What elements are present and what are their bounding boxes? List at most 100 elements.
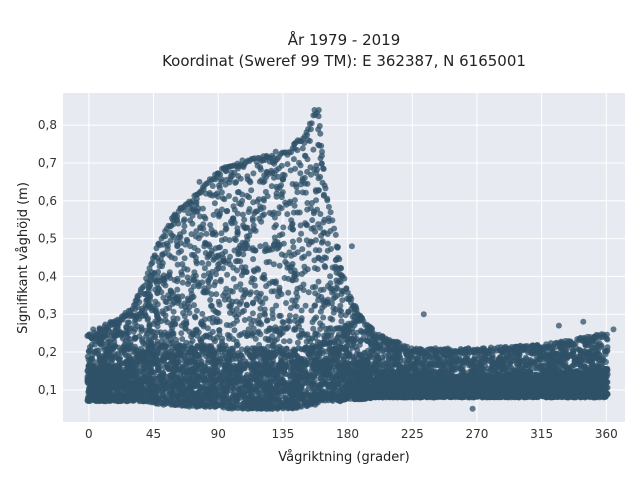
data-point <box>201 265 208 272</box>
data-point <box>154 319 161 326</box>
data-point <box>300 281 307 288</box>
data-point <box>272 324 279 331</box>
data-point <box>270 242 277 249</box>
data-point <box>130 328 137 335</box>
data-point <box>280 176 287 182</box>
data-point <box>304 180 311 187</box>
data-point <box>516 359 523 366</box>
data-point <box>263 317 270 324</box>
data-point <box>209 230 216 237</box>
data-point <box>213 318 220 325</box>
data-point <box>550 349 557 356</box>
data-point <box>205 278 212 285</box>
data-point <box>510 353 517 360</box>
data-point <box>167 340 174 347</box>
data-point <box>218 237 225 244</box>
data-point <box>225 257 232 264</box>
data-point <box>261 211 268 218</box>
data-point <box>159 260 166 267</box>
data-point <box>265 337 272 344</box>
data-point <box>323 299 329 306</box>
data-point <box>228 169 235 176</box>
data-point <box>418 361 425 368</box>
data-point <box>178 330 185 337</box>
data-point <box>262 295 269 302</box>
data-point <box>303 338 310 345</box>
data-point <box>313 162 320 169</box>
data-point <box>291 272 298 279</box>
data-point <box>318 232 325 239</box>
data-point <box>285 289 292 296</box>
data-point <box>302 302 309 309</box>
data-point <box>242 245 248 252</box>
data-point <box>436 356 443 363</box>
data-point <box>263 283 270 290</box>
data-point <box>291 202 298 209</box>
data-point <box>256 312 263 319</box>
data-point <box>317 320 324 327</box>
data-point <box>207 297 214 303</box>
data-point <box>445 359 452 366</box>
data-point <box>327 325 334 332</box>
data-point <box>352 343 359 350</box>
data-point <box>315 297 322 304</box>
data-point <box>222 248 229 255</box>
data-point <box>283 300 289 306</box>
data-point <box>317 224 323 231</box>
data-point <box>261 172 268 179</box>
data-point <box>273 302 280 309</box>
data-point <box>281 338 287 345</box>
data-point <box>211 200 218 207</box>
data-point <box>165 292 172 299</box>
data-point <box>171 320 178 327</box>
data-point <box>250 256 257 263</box>
data-point <box>160 272 167 279</box>
data-point <box>232 237 239 244</box>
data-point <box>250 299 256 306</box>
data-point <box>313 197 320 204</box>
data-point <box>286 338 293 345</box>
data-point <box>199 205 206 212</box>
data-point <box>284 211 291 218</box>
data-point <box>302 189 309 196</box>
data-point <box>224 271 231 278</box>
data-point <box>329 264 336 271</box>
data-point <box>401 357 408 364</box>
data-point <box>582 348 589 355</box>
data-point <box>240 294 247 301</box>
data-point <box>186 278 193 285</box>
data-point <box>568 351 575 358</box>
data-point <box>238 331 245 338</box>
data-point <box>154 311 161 317</box>
data-point <box>298 230 305 237</box>
data-point <box>220 265 226 272</box>
data-point <box>190 273 197 280</box>
data-point <box>279 319 286 325</box>
data-point <box>323 255 329 261</box>
data-point <box>174 243 181 250</box>
data-point <box>162 317 169 323</box>
data-point <box>293 184 300 190</box>
data-point <box>208 302 215 309</box>
data-point <box>252 247 259 254</box>
data-point <box>157 329 164 336</box>
data-point <box>179 279 186 286</box>
data-point <box>181 223 188 230</box>
data-point <box>212 245 219 252</box>
data-point <box>319 238 326 245</box>
data-point <box>215 254 221 261</box>
data-point <box>213 291 220 298</box>
data-point <box>233 306 240 312</box>
data-point <box>238 264 245 271</box>
data-point <box>309 217 316 224</box>
data-point <box>215 298 222 305</box>
data-point <box>318 160 325 167</box>
data-point <box>312 283 319 290</box>
data-point <box>230 264 237 271</box>
data-point <box>286 312 293 319</box>
data-point <box>310 210 317 217</box>
data-point <box>220 257 227 264</box>
data-point <box>330 309 337 316</box>
data-point <box>315 175 322 182</box>
